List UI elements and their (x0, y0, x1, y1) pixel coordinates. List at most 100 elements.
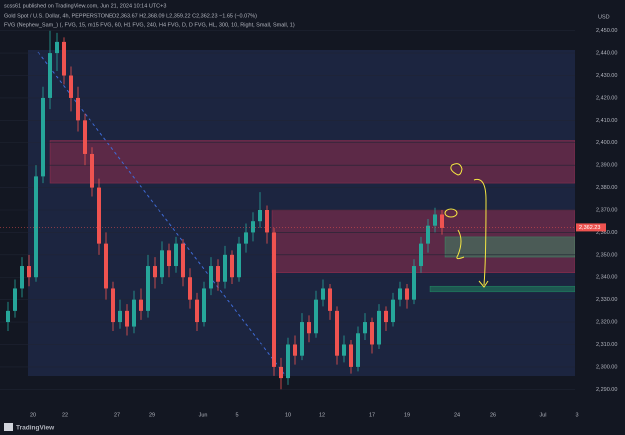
candle-body (139, 299, 143, 311)
candle-body (76, 97, 80, 121)
candle-body (433, 214, 437, 226)
candle-body (335, 310, 339, 356)
y-tick-label: 2,410.00 (596, 118, 617, 124)
candle-body (55, 41, 59, 54)
x-tick-label: 20 (30, 412, 36, 418)
y-tick-label: 2,370.00 (596, 207, 617, 213)
candle-body (405, 288, 409, 300)
candle-body (160, 250, 164, 278)
x-tick-label: 12 (319, 412, 325, 418)
x-tick-label: 22 (62, 412, 68, 418)
candle-body (258, 210, 262, 222)
y-tick-label: 2,320.00 (596, 320, 617, 326)
candle-body (41, 97, 45, 177)
candle-body (216, 266, 220, 282)
last-price-tag (576, 223, 606, 232)
candle-body (188, 277, 192, 300)
candle-body (111, 288, 115, 323)
y-tick-label: 2,290.00 (596, 387, 617, 393)
candle-body (153, 266, 157, 278)
y-tick-label: 2,400.00 (596, 140, 617, 146)
candle-body (83, 120, 87, 154)
y-tick-label: 2,300.00 (596, 364, 617, 370)
indicator: FVG (Nephew_Sam_) (, FVG, 15, m15 FVG, 6… (4, 22, 295, 28)
candle-body (20, 266, 24, 289)
y-tick-label: 2,440.00 (596, 51, 617, 57)
brand: TradingView (16, 425, 55, 432)
drawing-circle (444, 208, 458, 218)
candle-body (293, 344, 297, 356)
published: scss61 published on TradingView.com, Jun… (4, 3, 166, 9)
x-tick-label: 3 (575, 412, 578, 418)
fvg-zone (429, 285, 576, 293)
y-tick-label: 2,350.00 (596, 252, 617, 258)
x-tick-label: 10 (285, 412, 291, 418)
candle-body (62, 41, 66, 76)
candle-body (356, 333, 360, 367)
candle-body (398, 288, 402, 300)
candle-body (321, 288, 325, 300)
y-tick-label: 2,420.00 (596, 95, 617, 101)
candle-body (174, 243, 178, 267)
currency: USD (598, 14, 610, 20)
drawing-circle (450, 163, 463, 176)
candle-body (48, 53, 52, 98)
y-tick-label: 2,360.00 (596, 230, 617, 236)
candle-body (349, 344, 353, 367)
y-tick-label: 2,330.00 (596, 297, 617, 303)
candle-body (419, 243, 423, 267)
candle-body (181, 243, 185, 278)
x-tick-label: 29 (149, 412, 155, 418)
candle-body (230, 254, 234, 278)
candle-body (90, 153, 94, 188)
candle-body (132, 299, 136, 327)
candle-body (328, 288, 332, 311)
candle-body (244, 232, 248, 244)
x-tick-label: 24 (454, 412, 460, 418)
candle-body (209, 266, 213, 289)
x-tick-label: Jun (199, 412, 208, 418)
x-tick-label: 17 (369, 412, 375, 418)
candle-body (377, 310, 381, 345)
y-tick-label: 2,310.00 (596, 342, 617, 348)
x-tick-label: 19 (404, 412, 410, 418)
candle-body (167, 250, 171, 267)
candle-body (426, 225, 430, 244)
fvg-zone (444, 236, 576, 258)
y-tick-label: 2,380.00 (596, 185, 617, 191)
x-tick-label: 27 (114, 412, 120, 418)
candle-body (97, 187, 101, 244)
candle-body (314, 299, 318, 334)
y-tick-label: 2,340.00 (596, 275, 617, 281)
grid (0, 30, 575, 390)
candle-body (13, 288, 17, 311)
candle-body (391, 299, 395, 323)
candle-body (440, 214, 444, 228)
candles (6, 30, 444, 390)
x-tick-label: 5 (235, 412, 238, 418)
fvg-zone (49, 140, 576, 184)
candle-body (384, 310, 388, 323)
candle-body (279, 366, 283, 379)
y-tick-label: 2,430.00 (596, 73, 617, 79)
drawing-arrow (456, 229, 465, 260)
zones (49, 140, 576, 293)
candle-body (342, 344, 346, 356)
logo (4, 423, 13, 431)
candle-body (265, 210, 269, 233)
candle-body (118, 310, 122, 323)
candle-body (125, 310, 129, 327)
candle-body (412, 266, 416, 300)
candle-body (272, 232, 276, 367)
candle-body (34, 176, 38, 278)
drawing-arrow (473, 178, 489, 288)
candle-body (146, 266, 150, 311)
x-tick-label: 26 (490, 412, 496, 418)
candle-body (237, 243, 241, 278)
candle-body (6, 310, 10, 323)
ohlc: O2,363.67 H2,368.09 L2,359.22 C2,362.23 … (112, 13, 257, 19)
x-tick-label: Jul (539, 412, 546, 418)
last-price-label: 2,362.23 (579, 225, 600, 231)
candle-body (104, 243, 108, 289)
